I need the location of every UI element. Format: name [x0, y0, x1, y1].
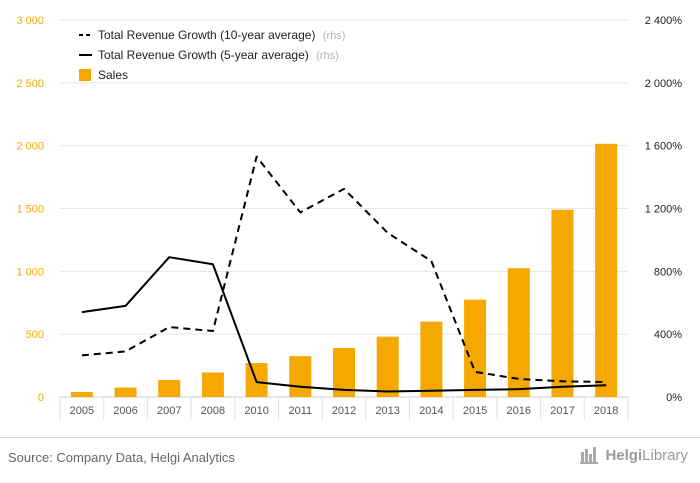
- left-tick-label: 3 000: [16, 15, 44, 27]
- x-tick-label: 2008: [201, 405, 225, 417]
- sales-bar: [114, 387, 137, 397]
- legend-label-sales: Sales: [98, 68, 128, 82]
- legend: Total Revenue Growth (10-year average) (…: [79, 28, 345, 82]
- brand-logo: HelgiLibrary: [580, 446, 688, 464]
- x-tick-label: 2011: [288, 405, 312, 417]
- left-tick-label: 1 000: [16, 266, 44, 278]
- x-tick-label: 2018: [594, 405, 618, 417]
- legend-swatch-sales: [79, 69, 91, 81]
- sales-bar: [70, 391, 93, 397]
- x-axis: 2005 2006 2007 2008 2010 2011 2012 2013 2014 2015…: [59, 397, 629, 420]
- x-tick-label: 2012: [332, 405, 356, 417]
- sales-bar: [158, 380, 181, 397]
- legend-rhs-5yr: (rhs): [316, 50, 339, 62]
- x-tick-label: 2017: [550, 405, 574, 417]
- right-tick-label: 0%: [666, 392, 682, 404]
- sales-bar: [376, 336, 399, 397]
- x-tick-label: 2010: [244, 405, 268, 417]
- brand-name: HelgiLibrary: [605, 446, 688, 464]
- sales-bar: [333, 347, 355, 397]
- right-tick-label: 800%: [654, 266, 682, 278]
- right-tick-label: 1 600%: [645, 141, 683, 153]
- left-tick-label: 500: [26, 329, 44, 341]
- revenue-growth-5yr-line: [81, 256, 607, 393]
- right-axis: 0% 400% 800% 1 200% 1 600% 2 000% 2 400%: [645, 15, 683, 404]
- right-tick-label: 2 000%: [645, 78, 683, 90]
- x-tick-label: 2007: [157, 405, 181, 417]
- growth-lines: [81, 155, 607, 393]
- sales-bar: [289, 356, 312, 397]
- x-tick-label: 2013: [375, 405, 399, 417]
- sales-bar: [201, 372, 224, 397]
- left-tick-label: 1 500: [16, 204, 44, 216]
- x-tick-label: 2014: [419, 405, 443, 417]
- sales-bars: [70, 143, 618, 397]
- left-axis: 0 500 1 000 1 500 2 000 2 500 3 000: [16, 15, 44, 404]
- right-tick-label: 2 400%: [645, 15, 683, 27]
- right-tick-label: 400%: [654, 329, 682, 341]
- legend-label-5yr: Total Revenue Growth (5-year average) (r…: [98, 48, 339, 62]
- left-tick-label: 2 000: [16, 141, 44, 153]
- helgi-library-icon: [580, 447, 599, 464]
- source-note: Source: Company Data, Helgi Analytics: [8, 450, 235, 465]
- footer-divider: [0, 437, 700, 438]
- x-tick-label: 2005: [70, 405, 94, 417]
- x-tick-label: 2006: [113, 405, 137, 417]
- revenue-growth-10yr-line: [81, 155, 607, 384]
- combo-chart: 0 500 1 000 1 500 2 000 2 500 3 000 0% 400% 800%…: [16, 15, 683, 420]
- legend-rhs-10yr: (rhs): [323, 30, 346, 42]
- legend-label-10yr: Total Revenue Growth (10-year average) (…: [98, 28, 345, 42]
- x-tick-label: 2016: [507, 405, 531, 417]
- right-tick-label: 1 200%: [645, 204, 683, 216]
- sales-bar: [507, 268, 530, 397]
- sales-bar: [595, 143, 618, 397]
- sales-bar: [420, 321, 443, 397]
- sales-bar: [464, 299, 487, 397]
- x-tick-label: 2015: [463, 405, 487, 417]
- left-tick-label: 0: [38, 392, 44, 404]
- sales-bar: [551, 209, 574, 397]
- left-tick-label: 2 500: [16, 78, 44, 90]
